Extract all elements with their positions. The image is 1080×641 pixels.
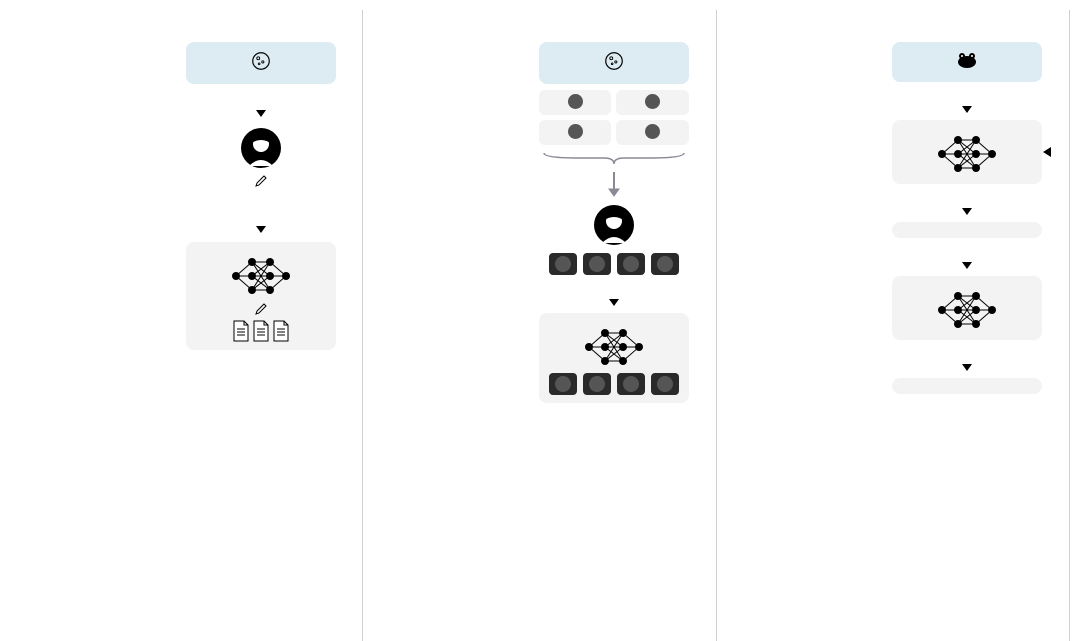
arrow-down-icon (959, 244, 975, 270)
arrow-down-icon (253, 208, 269, 234)
frog-icon (955, 50, 979, 70)
rank-pill (617, 373, 645, 395)
arrow-down-icon (606, 281, 622, 307)
step-2-body (375, 42, 699, 641)
neural-net-icon (226, 254, 296, 298)
ranking-row (549, 373, 679, 395)
options-grid (539, 90, 689, 145)
rank-pill (651, 253, 679, 275)
pencil-icon (254, 174, 268, 188)
arrow-down-icon (606, 171, 622, 197)
option-d (616, 120, 689, 145)
step-1-text-col (22, 42, 165, 641)
sample-output-card (892, 222, 1042, 238)
option-label (568, 124, 583, 139)
neural-net-icon (932, 132, 1002, 176)
step-1-column (10, 10, 363, 641)
moon-icon (603, 50, 625, 72)
option-a (539, 90, 612, 115)
docs-row (232, 320, 290, 342)
step-3-text-col (729, 42, 872, 641)
rank-pill (549, 253, 577, 275)
option-label (568, 94, 583, 109)
brace-icon (539, 151, 689, 165)
prompt-card (892, 42, 1042, 82)
step-3-flow (881, 42, 1053, 641)
step-3-body (729, 42, 1053, 641)
step-1-body (22, 42, 346, 641)
labeler-card (186, 126, 336, 200)
neural-net-icon (579, 325, 649, 369)
document-icon (272, 320, 290, 342)
rm-card (539, 313, 689, 403)
avatar-icon (239, 126, 283, 170)
option-label (645, 94, 660, 109)
avatar-icon (592, 203, 636, 247)
neural-net-icon (932, 288, 1002, 332)
pencil-icon (254, 302, 268, 316)
rank-pill (583, 373, 611, 395)
step-2-column (363, 10, 716, 641)
reward-card (892, 378, 1042, 394)
arrow-down-icon (959, 190, 975, 216)
rank-pill (617, 253, 645, 275)
step-2-flow (528, 42, 700, 641)
document-icon (252, 320, 270, 342)
prompt-card (539, 42, 689, 84)
arrow-down-icon (959, 88, 975, 114)
rank-pill (583, 253, 611, 275)
option-c (539, 120, 612, 145)
rank-pill (651, 373, 679, 395)
loop-arrow-icon (1045, 142, 1067, 502)
step-3-column (717, 10, 1070, 641)
rank-pill (549, 373, 577, 395)
option-b (616, 90, 689, 115)
arrow-down-icon (959, 346, 975, 372)
step-2-text-col (375, 42, 518, 641)
ppo-card (892, 120, 1042, 184)
arrow-down-icon (253, 92, 269, 118)
rm-card (892, 276, 1042, 340)
sft-card (186, 242, 336, 350)
moon-icon (250, 50, 272, 72)
step-1-flow (175, 42, 347, 641)
prompt-card (186, 42, 336, 84)
ranking-row (549, 253, 679, 275)
document-icon (232, 320, 250, 342)
option-label (645, 124, 660, 139)
